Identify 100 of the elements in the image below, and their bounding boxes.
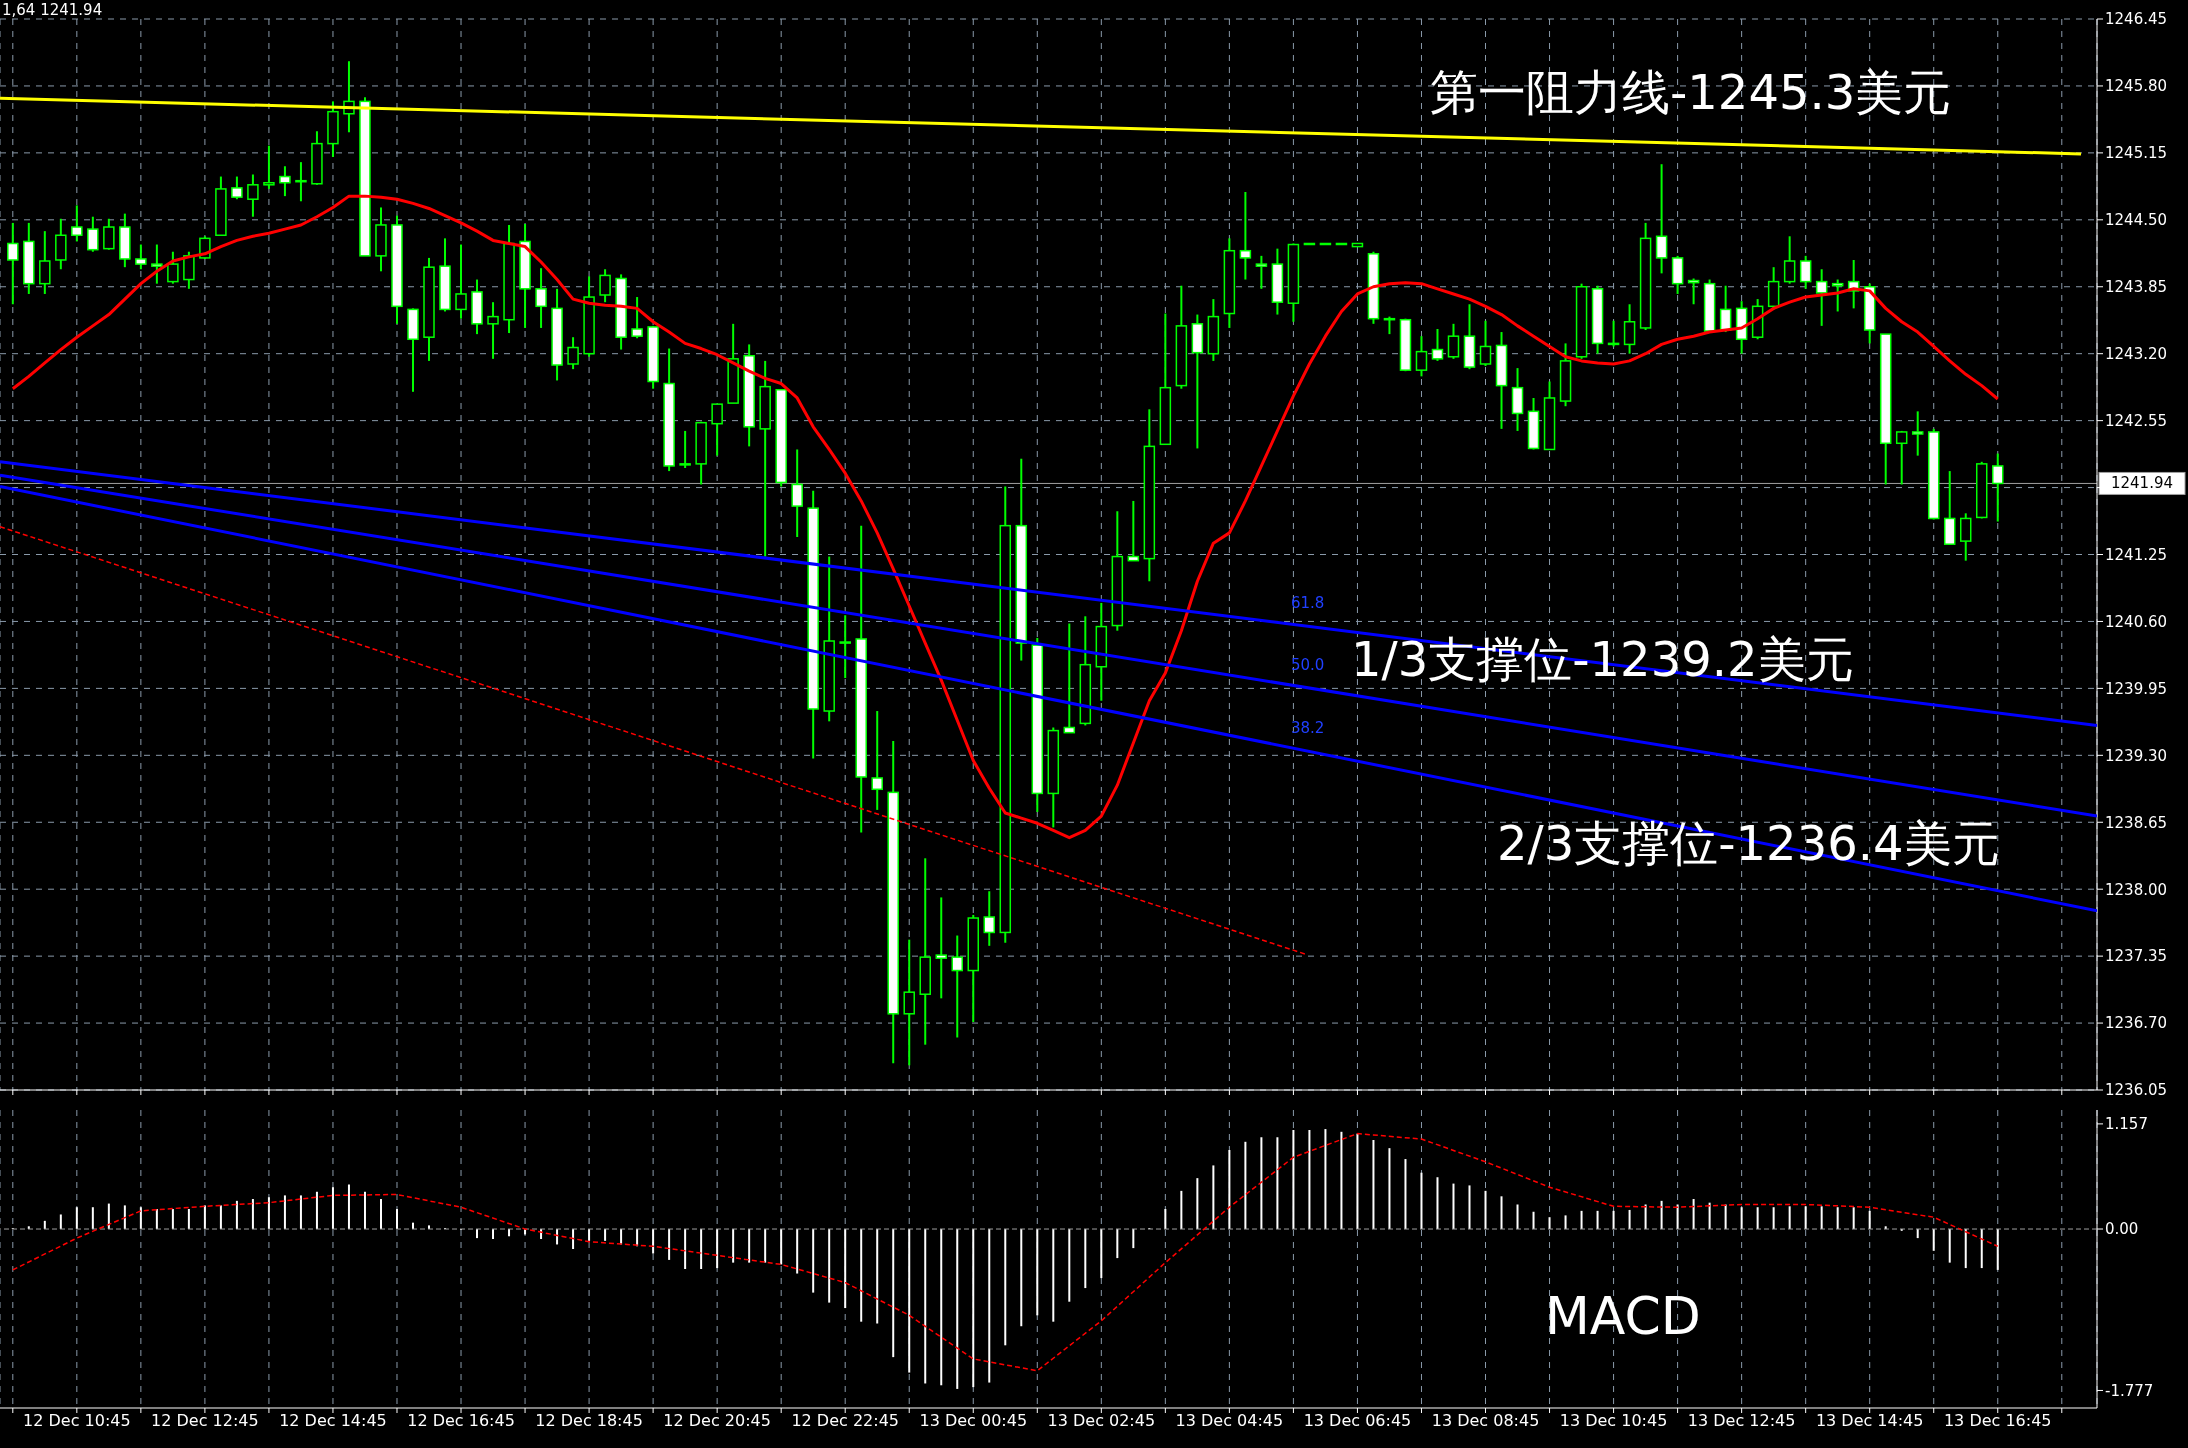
bar <box>780 1229 783 1265</box>
x-tick-label: 13 Dec 06:45 <box>1303 1411 1412 1431</box>
candlestick <box>247 173 259 218</box>
candlestick <box>455 243 467 320</box>
bar <box>1420 1172 1423 1230</box>
y-tick-label: 0.00 <box>2105 1220 2139 1239</box>
bar <box>1404 1159 1407 1230</box>
candlestick <box>1623 303 1636 355</box>
bar <box>940 1229 943 1386</box>
bar <box>1468 1185 1471 1230</box>
bar <box>1692 1199 1695 1230</box>
bar <box>972 1229 975 1388</box>
y-tick-label: 1241.25 <box>2105 545 2168 564</box>
candlestick <box>711 403 723 457</box>
bar <box>748 1229 751 1263</box>
bar <box>187 1209 190 1230</box>
bar <box>572 1229 575 1250</box>
bar <box>283 1195 286 1230</box>
y-tick-label: 1246.45 <box>2105 10 2168 29</box>
x-tick-label: 13 Dec 04:45 <box>1175 1411 1284 1431</box>
bar <box>379 1199 382 1230</box>
candlestick <box>231 175 243 201</box>
text: MACD <box>1545 1286 1701 1346</box>
candlestick <box>1783 235 1796 285</box>
candlestick <box>1799 254 1812 290</box>
candlestick <box>151 243 163 285</box>
bar <box>1276 1137 1279 1230</box>
line-series <box>12 1132 1999 1372</box>
bar <box>1068 1229 1071 1302</box>
bar <box>876 1229 879 1324</box>
candlestick <box>599 268 611 304</box>
bar <box>588 1229 591 1241</box>
bar <box>75 1207 78 1230</box>
y-tick-label: -1.777 <box>2105 1381 2154 1400</box>
bar <box>251 1199 254 1230</box>
bar <box>1212 1165 1215 1230</box>
x-tick-label: 12 Dec 12:45 <box>151 1411 259 1431</box>
bar <box>1500 1196 1503 1230</box>
y-tick-label: 1236.70 <box>2105 1014 2168 1033</box>
candlestick <box>871 710 883 811</box>
y-tick-label: 1237.35 <box>2105 947 2168 966</box>
bar <box>1196 1178 1199 1230</box>
x-tick-label: 13 Dec 16:45 <box>1943 1411 2052 1431</box>
bar <box>1932 1229 1935 1251</box>
bar <box>1372 1139 1375 1230</box>
bar <box>1308 1129 1311 1230</box>
bar <box>1132 1229 1135 1249</box>
bar <box>171 1209 174 1230</box>
bar <box>1644 1204 1647 1230</box>
candlestick <box>903 938 915 1067</box>
bar <box>219 1205 222 1230</box>
bar <box>1180 1190 1183 1230</box>
bar <box>1804 1206 1807 1230</box>
bar <box>732 1229 735 1263</box>
bar <box>59 1214 62 1230</box>
candlestick <box>951 934 964 1039</box>
y-tick-label: 1243.85 <box>2105 278 2168 297</box>
candlestick <box>39 230 51 295</box>
bar <box>1788 1206 1791 1230</box>
bar <box>1740 1207 1743 1230</box>
candlestick <box>1239 191 1252 281</box>
bar <box>604 1229 607 1241</box>
x-tick-label: 13 Dec 14:45 <box>1815 1411 1924 1431</box>
candlestick <box>1911 410 1924 457</box>
bar <box>716 1229 719 1269</box>
candlestick <box>679 429 691 469</box>
x-tick-label: 13 Dec 08:45 <box>1431 1411 1540 1431</box>
candlestick <box>839 614 851 680</box>
candlestick <box>183 250 195 290</box>
x-tick-label: 12 Dec 20:45 <box>663 1411 771 1431</box>
candlestick <box>1655 163 1668 275</box>
bar <box>652 1229 655 1254</box>
bar <box>1292 1129 1295 1230</box>
candlestick <box>7 221 19 306</box>
bar <box>684 1229 687 1269</box>
y-tick-label: 1238.00 <box>2105 880 2168 899</box>
y-tick-label: 1243.20 <box>2105 345 2168 364</box>
candlestick <box>167 250 179 285</box>
bar <box>1020 1229 1023 1327</box>
bar <box>1228 1149 1231 1230</box>
candlestick <box>1815 268 1828 327</box>
bar <box>139 1207 142 1230</box>
x-tick-label: 12 Dec 16:45 <box>407 1411 515 1431</box>
candlestick <box>1415 335 1428 378</box>
bar <box>1596 1210 1599 1230</box>
candlestick <box>263 144 275 190</box>
x-tick-label: 13 Dec 02:45 <box>1047 1411 1156 1431</box>
bar <box>988 1229 991 1383</box>
candlestick <box>87 215 99 253</box>
candlestick <box>1431 327 1444 362</box>
bar <box>844 1229 847 1309</box>
annotation: 第一阻力线-1245.3美元 <box>1430 64 1952 120</box>
bar <box>1708 1202 1711 1230</box>
bar <box>1772 1207 1775 1230</box>
y-tick-label: 1239.30 <box>2105 746 2168 765</box>
bar <box>1004 1229 1007 1346</box>
bar <box>908 1229 911 1373</box>
candlestick <box>791 448 803 538</box>
x-tick-label: 12 Dec 18:45 <box>535 1411 643 1431</box>
bar <box>796 1229 799 1274</box>
